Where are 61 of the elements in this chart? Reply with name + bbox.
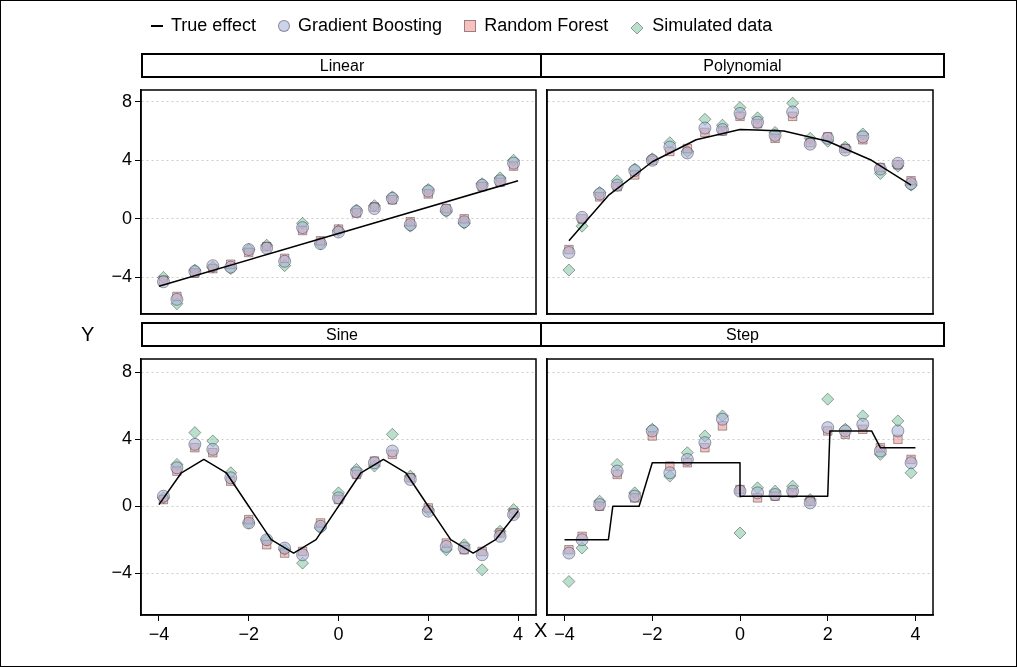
x-tick-label: 2 [423,623,434,644]
point [680,452,694,466]
y-tick-label: 8 [121,361,132,382]
point [385,444,399,458]
point [475,548,489,562]
y-tick-label: −4 [111,562,132,583]
x-tick-label: −4 [554,623,575,644]
point [170,292,184,306]
x-tick-label: −2 [642,623,663,644]
x-tick-label: −2 [238,623,259,644]
point [475,563,489,577]
point [170,461,184,475]
legend-label: Gradient Boosting [298,15,443,36]
x-tick-label: 4 [910,623,921,644]
point [698,436,712,450]
chart-title: Linear [141,53,543,78]
y-tick-label: 0 [121,207,132,228]
point [891,424,905,438]
y-tick-label: 4 [121,149,132,170]
point [439,539,453,553]
point [575,210,589,224]
point [821,392,835,406]
point [562,263,576,277]
point [296,548,310,562]
point [786,105,800,119]
point [904,456,918,470]
point [698,121,712,135]
point [733,106,747,120]
y-tick-label: 8 [121,90,132,111]
point [562,546,576,560]
point [562,246,576,260]
x-tick-label: 4 [513,623,524,644]
chart-title: Polynomial [540,53,945,78]
point [278,254,292,268]
x-axis-title: X [534,619,548,642]
x-tick-label: −4 [148,623,170,644]
point [188,426,202,440]
point [188,437,202,451]
point [856,417,870,431]
legend-label: True effect [171,15,257,36]
point [821,421,835,435]
y-tick-label: −4 [111,266,132,287]
point [206,442,220,456]
chart-title: Step [540,322,945,347]
x-tick-label: 0 [333,623,344,644]
x-tick-label: 2 [822,623,833,644]
point [562,575,576,589]
x-tick-label: 0 [734,623,746,644]
chart-title: Sine [141,322,543,347]
point [296,221,310,235]
y-tick-label: 0 [121,495,132,516]
point [610,464,624,478]
y-tick-label: 4 [121,428,132,449]
y-axis-title: Y [81,323,95,346]
point [385,427,399,441]
point [891,414,905,428]
point [904,466,918,480]
point [733,526,747,540]
legend-label: Simulated data [652,15,773,36]
point [663,140,677,154]
legend-label: Random Forest [484,15,609,36]
